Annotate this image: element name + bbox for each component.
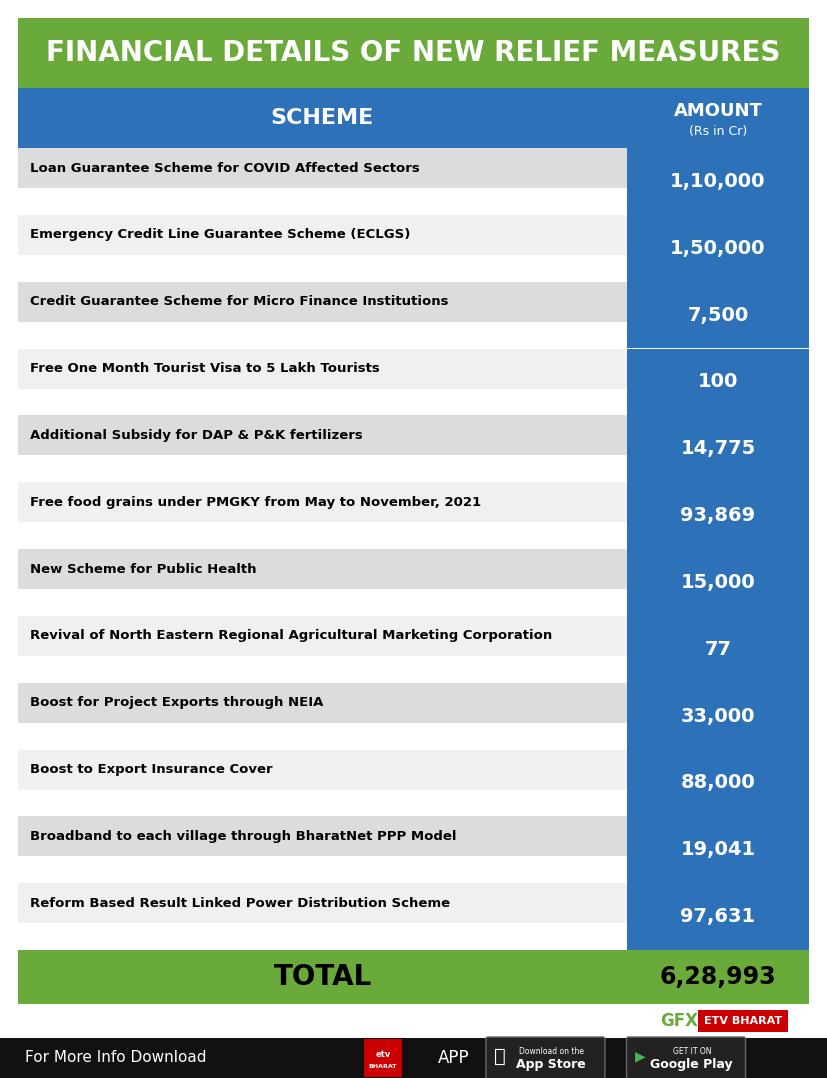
Bar bbox=[627, 148, 809, 215]
Bar bbox=[18, 589, 627, 616]
Text: 7,500: 7,500 bbox=[687, 305, 748, 324]
Text: Loan Guarantee Scheme for COVID Affected Sectors: Loan Guarantee Scheme for COVID Affected… bbox=[30, 162, 420, 175]
Bar bbox=[18, 188, 627, 215]
Text: APP: APP bbox=[438, 1049, 470, 1067]
Text: Additional Subsidy for DAP & P&K fertilizers: Additional Subsidy for DAP & P&K fertili… bbox=[30, 429, 363, 442]
Text: 100: 100 bbox=[698, 372, 739, 391]
Bar bbox=[627, 348, 809, 415]
Bar bbox=[627, 883, 809, 950]
Text: :  bbox=[494, 1047, 506, 1065]
Text: TOTAL: TOTAL bbox=[274, 963, 371, 991]
Text: 15,000: 15,000 bbox=[681, 572, 755, 592]
Text: 14,775: 14,775 bbox=[681, 439, 756, 458]
Bar bbox=[627, 482, 809, 549]
Text: FINANCIAL DETAILS OF NEW RELIEF MEASURES: FINANCIAL DETAILS OF NEW RELIEF MEASURES bbox=[46, 39, 781, 67]
Text: 77: 77 bbox=[705, 639, 732, 659]
Bar bbox=[18, 88, 809, 148]
Bar bbox=[627, 415, 809, 482]
Bar bbox=[18, 722, 627, 749]
Bar bbox=[698, 1010, 788, 1032]
Bar bbox=[364, 1039, 402, 1077]
Text: App Store: App Store bbox=[516, 1059, 586, 1072]
Text: GET IT ON: GET IT ON bbox=[672, 1047, 711, 1055]
Bar bbox=[18, 789, 627, 816]
Text: etv: etv bbox=[375, 1050, 390, 1059]
Bar bbox=[18, 923, 627, 950]
Text: Free food grains under PMGKY from May to November, 2021: Free food grains under PMGKY from May to… bbox=[30, 496, 481, 509]
Bar bbox=[627, 616, 809, 682]
Text: Credit Guarantee Scheme for Micro Finance Institutions: Credit Guarantee Scheme for Micro Financ… bbox=[30, 295, 448, 308]
Text: 19,041: 19,041 bbox=[681, 840, 756, 859]
Text: ▶: ▶ bbox=[635, 1049, 646, 1063]
Bar bbox=[18, 348, 627, 388]
Bar bbox=[18, 148, 627, 188]
Bar bbox=[18, 950, 809, 1004]
Text: Download on the: Download on the bbox=[519, 1047, 584, 1055]
Text: Broadband to each village through BharatNet PPP Model: Broadband to each village through Bharat… bbox=[30, 830, 457, 843]
Text: Google Play: Google Play bbox=[651, 1059, 733, 1072]
Bar bbox=[18, 749, 627, 789]
Text: For More Info Download: For More Info Download bbox=[25, 1050, 206, 1065]
Bar bbox=[627, 682, 809, 749]
Text: 88,000: 88,000 bbox=[681, 773, 755, 792]
Text: Boost for Project Exports through NEIA: Boost for Project Exports through NEIA bbox=[30, 696, 323, 709]
Bar bbox=[18, 388, 627, 415]
Text: GFX: GFX bbox=[660, 1012, 698, 1029]
Text: Free One Month Tourist Visa to 5 Lakh Tourists: Free One Month Tourist Visa to 5 Lakh To… bbox=[30, 362, 380, 375]
FancyBboxPatch shape bbox=[627, 1037, 745, 1078]
Bar bbox=[18, 883, 627, 923]
Bar bbox=[18, 856, 627, 883]
Text: 1,10,000: 1,10,000 bbox=[670, 171, 766, 191]
Text: Boost to Export Insurance Cover: Boost to Export Insurance Cover bbox=[30, 763, 273, 776]
Text: New Scheme for Public Health: New Scheme for Public Health bbox=[30, 563, 256, 576]
Text: Reform Based Result Linked Power Distribution Scheme: Reform Based Result Linked Power Distrib… bbox=[30, 897, 450, 910]
Text: 33,000: 33,000 bbox=[681, 706, 755, 725]
Text: 97,631: 97,631 bbox=[681, 907, 756, 926]
Bar bbox=[627, 215, 809, 281]
Text: 1,50,000: 1,50,000 bbox=[670, 238, 766, 258]
Bar bbox=[627, 749, 809, 816]
Bar bbox=[18, 254, 627, 281]
Bar bbox=[18, 655, 627, 682]
Text: BHARAT: BHARAT bbox=[369, 1064, 397, 1069]
Bar bbox=[18, 215, 627, 254]
Text: AMOUNT: AMOUNT bbox=[673, 101, 762, 120]
Bar bbox=[18, 549, 627, 589]
Bar bbox=[18, 682, 627, 722]
Text: 93,869: 93,869 bbox=[681, 506, 756, 525]
Bar bbox=[18, 616, 627, 655]
Text: Emergency Credit Line Guarantee Scheme (ECLGS): Emergency Credit Line Guarantee Scheme (… bbox=[30, 229, 410, 241]
Bar bbox=[18, 321, 627, 348]
Bar bbox=[18, 281, 627, 321]
Text: (Rs in Cr): (Rs in Cr) bbox=[689, 125, 747, 138]
FancyBboxPatch shape bbox=[486, 1037, 605, 1078]
Bar bbox=[18, 816, 627, 856]
Bar bbox=[18, 455, 627, 482]
Text: 6,28,993: 6,28,993 bbox=[660, 965, 777, 989]
Bar bbox=[18, 18, 809, 88]
Bar bbox=[18, 1004, 809, 1038]
Bar bbox=[18, 482, 627, 522]
Bar bbox=[627, 281, 809, 348]
Text: SCHEME: SCHEME bbox=[271, 108, 374, 128]
Text: Revival of North Eastern Regional Agricultural Marketing Corporation: Revival of North Eastern Regional Agricu… bbox=[30, 630, 552, 642]
Bar bbox=[0, 1038, 827, 1078]
Text: ETV BHARAT: ETV BHARAT bbox=[704, 1015, 782, 1026]
Bar bbox=[18, 415, 627, 455]
Bar bbox=[627, 816, 809, 883]
Bar bbox=[627, 549, 809, 616]
Bar bbox=[18, 522, 627, 549]
